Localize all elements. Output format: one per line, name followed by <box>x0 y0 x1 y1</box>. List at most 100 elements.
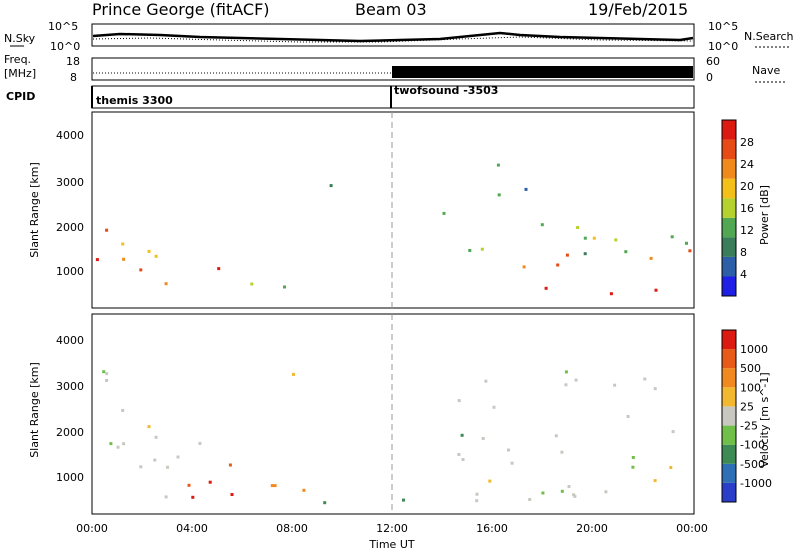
range-cell <box>402 498 405 502</box>
range-cell <box>102 370 106 374</box>
range-cell <box>614 238 618 242</box>
nave-tick-top: 60 <box>706 55 720 68</box>
power-colorbar-tick: 12 <box>740 224 754 237</box>
range-cell <box>507 448 510 452</box>
nsky-label: N.Sky <box>4 32 36 45</box>
power-ytick-1000: 1000 <box>56 265 84 278</box>
power-colorbar-swatch <box>722 237 736 257</box>
power-ytick-4000: 4000 <box>56 129 84 142</box>
velocity-colorbar-swatch <box>722 463 736 483</box>
power-colorbar-frame <box>721 119 737 297</box>
range-cell <box>573 494 577 498</box>
range-cell <box>457 453 461 456</box>
range-cell <box>95 258 99 262</box>
station-title: Prince George (fitACF) <box>92 0 270 19</box>
cpid-segment-2: twofsound -3503 <box>394 84 498 97</box>
range-cell <box>671 430 675 434</box>
range-cell <box>122 442 126 446</box>
range-cell <box>654 288 658 292</box>
range-cell <box>460 433 464 437</box>
range-cell <box>109 442 113 446</box>
range-cell <box>572 493 576 497</box>
range-cell <box>524 187 528 191</box>
range-cell <box>105 379 109 382</box>
velocity-colorbar-swatch <box>722 425 736 445</box>
range-cell <box>270 484 274 488</box>
cpid-segment-1: themis 3300 <box>96 94 173 107</box>
velocity-colorbar-swatch <box>722 406 736 426</box>
velocity-ytick-3000: 3000 <box>56 380 84 393</box>
search-noise-trace <box>92 36 694 43</box>
date-title: 19/Feb/2015 <box>588 0 688 19</box>
range-cell <box>139 268 143 272</box>
xtick-2000: 20:00 <box>576 522 608 535</box>
range-cell <box>488 479 492 483</box>
range-cell <box>292 372 295 376</box>
range-cell <box>522 265 526 269</box>
range-cell <box>583 252 587 256</box>
xtick-2400: 00:00 <box>676 522 708 535</box>
velocity-colorbar-swatch <box>722 482 736 502</box>
range-cell <box>164 282 168 286</box>
power-colorbar-swatch <box>722 276 736 296</box>
velocity-colorbar-frame <box>721 329 737 503</box>
power-colorbar-swatch <box>722 139 736 160</box>
power-colorbar-tick: 28 <box>740 136 754 149</box>
velocity-colorbar-tick: 1000 <box>740 343 768 356</box>
range-cell <box>164 495 168 499</box>
power-colorbar-swatch <box>722 256 736 277</box>
range-cell <box>604 490 608 494</box>
velocity-colorbar-tick: -25 <box>740 420 758 433</box>
range-cell <box>122 257 126 261</box>
range-cell <box>567 485 571 488</box>
range-cell <box>554 434 558 438</box>
range-cell <box>166 465 170 469</box>
velocity-colorbar-swatch <box>722 387 736 407</box>
range-cell <box>626 415 630 418</box>
range-cell <box>176 455 180 459</box>
power-colorbar-swatch <box>722 159 736 179</box>
range-cell <box>153 458 157 462</box>
range-cell <box>480 247 484 251</box>
power-colorbar-tick: 8 <box>740 246 747 259</box>
range-cell <box>653 479 657 483</box>
range-cell <box>329 184 333 188</box>
range-cell <box>484 379 488 383</box>
range-cell <box>631 465 635 469</box>
velocity-colorbar-tick: -1000 <box>740 477 772 490</box>
power-panel: Slant Range [km] 1000 2000 3000 4000 <box>28 111 695 309</box>
range-cell <box>670 235 674 239</box>
velocity-colorbar-tick: 100 <box>740 381 761 394</box>
range-cell <box>688 249 692 253</box>
range-cell <box>250 282 254 286</box>
xtick-0000: 00:00 <box>76 522 108 535</box>
range-cell <box>497 193 501 197</box>
velocity-scale-label: Velocity [m s^-1] <box>758 372 771 467</box>
range-cell <box>643 377 647 381</box>
range-cell <box>624 250 628 254</box>
range-cell <box>147 249 151 253</box>
velocity-cells <box>102 370 675 505</box>
range-cell <box>475 492 479 496</box>
range-cell <box>510 461 514 465</box>
power-colorbar-tick: 16 <box>740 202 754 215</box>
power-cells <box>95 163 692 296</box>
xtick-1200: 12:00 <box>376 522 408 535</box>
range-cell <box>528 498 532 501</box>
range-cell <box>457 399 461 403</box>
xtick-0800: 08:00 <box>276 522 308 535</box>
cpid-label: CPID <box>6 90 35 103</box>
range-cell <box>565 253 569 257</box>
range-cell <box>442 211 446 215</box>
range-cell <box>613 383 617 387</box>
range-cell <box>187 483 191 487</box>
range-cell <box>653 387 657 391</box>
velocity-colorbar-swatch <box>722 368 736 388</box>
xlabel: Time UT <box>368 538 414 551</box>
sky-noise-panel: N.Sky 10^5 10^0 10^5 10^0 N.Search <box>4 20 794 53</box>
freq-label: Freq. <box>4 53 31 66</box>
range-cell <box>273 484 277 488</box>
range-cell <box>685 241 688 245</box>
power-ytick-3000: 3000 <box>56 176 84 189</box>
